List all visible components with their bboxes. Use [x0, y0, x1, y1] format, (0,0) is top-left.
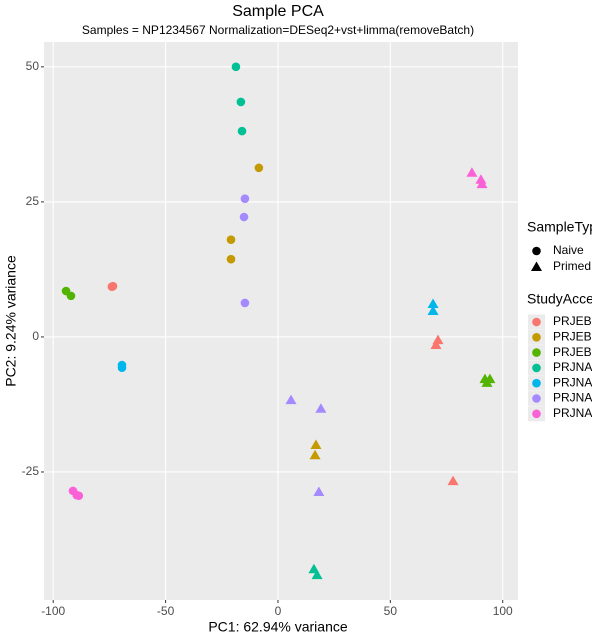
x-tick-label: -100	[41, 604, 65, 618]
x-tick-label: 50	[384, 604, 398, 618]
point	[427, 305, 439, 316]
point	[226, 254, 236, 264]
point	[476, 178, 488, 189]
legend-symbol	[532, 394, 541, 403]
point	[240, 194, 250, 203]
y-tick-label: -25	[22, 464, 40, 478]
shape-legend-title: SampleTyp	[527, 219, 592, 235]
x-tick-label: 100	[493, 604, 513, 618]
y-tick-label: 25	[26, 194, 40, 208]
point	[107, 282, 117, 291]
point	[466, 167, 478, 177]
legend-symbol	[531, 261, 542, 271]
point	[239, 212, 249, 222]
legend-symbol	[532, 333, 541, 342]
point	[427, 298, 439, 308]
plot-background	[44, 42, 518, 600]
legend-label: PRJNA3	[553, 391, 592, 405]
legend-label: Naive	[553, 243, 584, 257]
chart-subtitle: Samples = NP1234567 Normalization=DESeq2…	[82, 23, 474, 37]
point	[226, 235, 236, 245]
legend-label: PRJEB	[553, 314, 592, 328]
color-legend-title: StudyAcce	[527, 291, 592, 307]
point	[254, 163, 264, 173]
point	[447, 475, 459, 486]
y-axis-title: PC2: 9.24% variance	[3, 255, 19, 387]
legend-symbol	[532, 378, 541, 388]
y-tick-label: 50	[26, 59, 40, 73]
legend-label: Primed	[553, 259, 591, 273]
point	[481, 377, 493, 387]
point	[66, 291, 76, 301]
point	[310, 439, 322, 449]
point	[309, 449, 321, 460]
point	[231, 62, 241, 72]
point	[237, 126, 247, 136]
legend-symbol	[532, 246, 541, 256]
point	[236, 97, 246, 107]
legend-label: PRJEB	[553, 329, 592, 343]
point	[475, 174, 487, 184]
legend-label: PRJEB	[553, 345, 592, 359]
legend-symbol	[532, 317, 541, 327]
legend-label: PRJNA3	[553, 406, 592, 420]
legend-symbol	[532, 409, 541, 419]
chart-title: Sample PCA	[232, 3, 324, 20]
y-tick-label: 0	[32, 329, 39, 343]
point	[285, 394, 297, 405]
legend-symbol	[532, 348, 541, 357]
point	[117, 363, 127, 373]
point	[313, 486, 325, 496]
legend-label: PRJNA2	[553, 360, 592, 374]
point	[311, 569, 323, 580]
legend-symbol	[532, 363, 541, 373]
legend-label: PRJNA2	[553, 375, 592, 389]
x-axis-title: PC1: 62.94% variance	[208, 619, 348, 635]
point	[315, 403, 327, 413]
point	[430, 339, 442, 350]
point	[72, 490, 82, 500]
x-tick-label: -50	[157, 604, 175, 618]
x-tick-label: 0	[275, 604, 282, 618]
point	[240, 298, 250, 308]
